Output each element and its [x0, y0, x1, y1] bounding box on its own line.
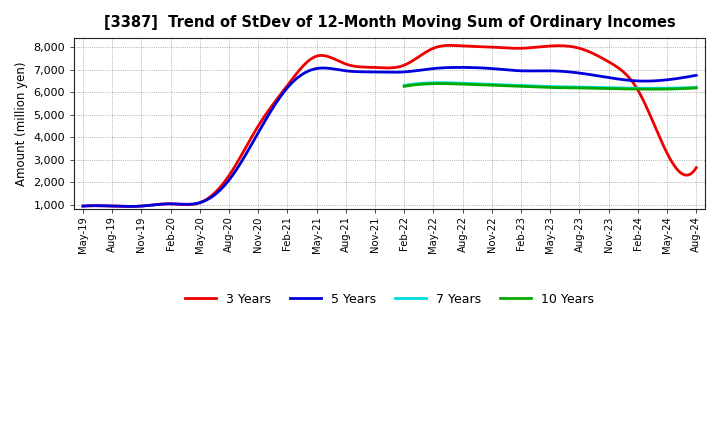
Y-axis label: Amount (million yen): Amount (million yen) [15, 62, 28, 186]
Title: [3387]  Trend of StDev of 12-Month Moving Sum of Ordinary Incomes: [3387] Trend of StDev of 12-Month Moving… [104, 15, 675, 30]
Legend: 3 Years, 5 Years, 7 Years, 10 Years: 3 Years, 5 Years, 7 Years, 10 Years [180, 288, 599, 311]
